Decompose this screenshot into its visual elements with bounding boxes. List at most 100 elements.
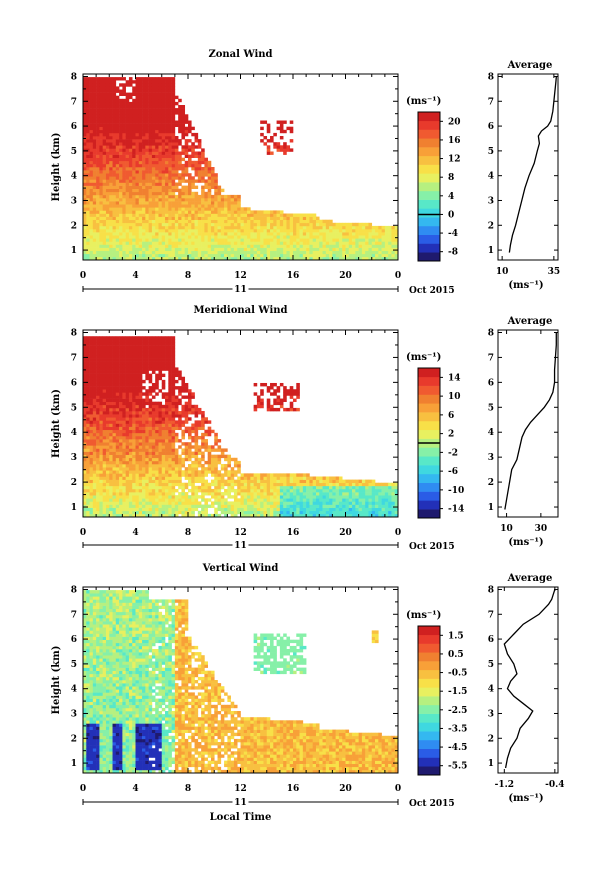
heatmap-cell [99, 95, 103, 100]
heatmap-cell [142, 379, 146, 384]
heatmap-cell [197, 407, 202, 412]
heatmap-cell [168, 354, 172, 359]
heatmap-cell [99, 154, 103, 158]
heatmap-cell [184, 495, 189, 499]
heatmap-cell [125, 235, 130, 239]
heatmap-cell [161, 225, 166, 230]
heatmap-cell [132, 123, 136, 127]
heatmap-cell [168, 345, 172, 349]
heatmap-cell [338, 225, 343, 230]
heatmap-cell [220, 232, 225, 236]
heatmap-cell [122, 498, 126, 502]
heatmap-cell [325, 225, 330, 230]
heatmap-cell [270, 241, 274, 245]
heatmap-cell [217, 244, 222, 248]
heatmap-cell [112, 382, 117, 387]
heatmap-cell [181, 498, 186, 502]
heatmap-cell [322, 250, 327, 255]
heatmap-cell [92, 448, 97, 452]
heatmap-cell [194, 451, 199, 455]
heatmap-cell [89, 495, 94, 499]
heatmap-cell [145, 354, 149, 359]
heatmap-cell [135, 247, 140, 251]
heatmap-cell [394, 247, 399, 251]
heatmap-cell [194, 442, 199, 446]
heatmap-cell [191, 495, 195, 499]
heatmap-cell [105, 426, 110, 431]
heatmap-cell [128, 256, 133, 261]
heatmap-cell [122, 395, 126, 399]
heatmap-cell [220, 210, 225, 214]
heatmap-cell [122, 163, 126, 168]
heatmap-cell [178, 204, 182, 208]
heatmap-cell [210, 179, 215, 183]
heatmap-cell [151, 167, 156, 171]
heatmap-cell [375, 225, 379, 230]
heatmap-cell [207, 160, 212, 165]
heatmap-cell [174, 439, 179, 443]
heatmap-cell [89, 404, 94, 409]
heatmap-cell [168, 139, 172, 143]
colorbar-segment [418, 129, 440, 139]
heatmap-cell [128, 464, 133, 468]
heatmap-cell [191, 198, 195, 202]
heatmap-cell [105, 101, 110, 106]
heatmap-cell [174, 188, 179, 193]
heatmap-cell [256, 235, 261, 239]
heatmap-cell [89, 513, 94, 518]
heatmap-cell [115, 114, 120, 118]
heatmap-cell [115, 354, 120, 359]
heatmap-cell [125, 154, 130, 158]
heatmap-cell [293, 219, 297, 224]
heatmap-cell [171, 132, 176, 137]
heatmap-cell [115, 216, 120, 220]
heatmap-cell [148, 476, 153, 480]
heatmap-cell [388, 235, 392, 239]
heatmap-cell [384, 225, 389, 230]
heatmap-cell [289, 253, 294, 258]
heatmap-cell [112, 105, 117, 109]
heatmap-cell [86, 204, 90, 208]
heatmap-cell [325, 232, 330, 236]
heatmap-cell [142, 219, 146, 224]
heatmap-cell [92, 379, 97, 384]
heatmap-cell [161, 507, 166, 512]
heatmap-cell [352, 256, 356, 261]
heatmap-cell [178, 492, 182, 496]
heatmap-cell [148, 457, 153, 462]
heatmap-cell [135, 163, 140, 168]
heatmap-cell [99, 229, 103, 233]
heatmap-cell [165, 485, 169, 490]
heatmap-cell [135, 373, 140, 378]
heatmap-cell [112, 95, 117, 100]
heatmap-cell [128, 229, 133, 233]
heatmap-cell [194, 470, 199, 474]
heatmap-cell [135, 114, 140, 118]
heatmap-cell [283, 148, 287, 152]
heatmap-cell [132, 219, 136, 224]
heatmap-cell [135, 460, 140, 465]
heatmap-cell [158, 101, 163, 106]
heatmap-cell [174, 379, 179, 384]
heatmap-cell [210, 250, 215, 255]
heatmap-cell [99, 256, 103, 261]
heatmap-cell [132, 132, 136, 137]
heatmap-cell [151, 191, 156, 196]
heatmap-cell [250, 238, 254, 242]
heatmap-cell [155, 167, 159, 171]
heatmap-cell [165, 210, 169, 214]
heatmap-cell [102, 395, 107, 399]
heatmap-cell [112, 439, 117, 443]
heatmap-cell [142, 136, 146, 140]
heatmap-cell [184, 492, 189, 496]
heatmap-cell [138, 120, 143, 124]
heatmap-cell [171, 348, 176, 353]
heatmap-cell [302, 256, 307, 261]
heatmap-cell [148, 482, 153, 487]
heatmap-cell [188, 482, 192, 487]
heatmap-cell [105, 129, 110, 134]
heatmap-cell [309, 213, 313, 217]
heatmap-cell [214, 225, 218, 230]
heatmap-cell [145, 479, 149, 484]
heatmap-cell [184, 145, 189, 149]
